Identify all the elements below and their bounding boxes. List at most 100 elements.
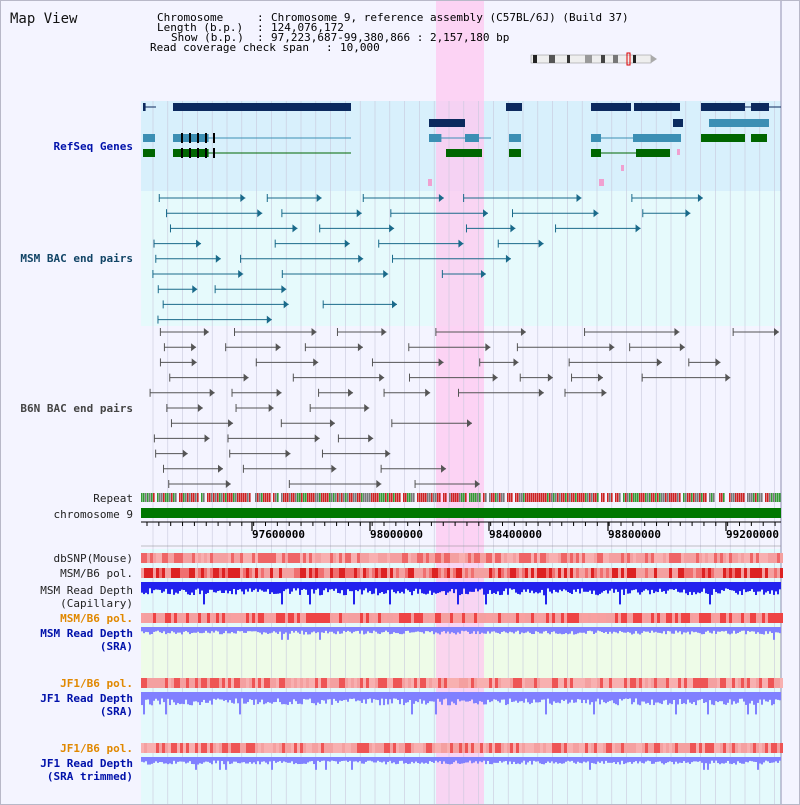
polymorphism-strip [612,678,615,688]
track-label-msm-bac[interactable]: MSM BAC end pairs [20,252,133,265]
polymorphism-strip [771,613,774,623]
read-depth-bar [675,757,677,762]
read-depth-bar [411,692,413,715]
repeat-mark [413,493,415,502]
repeat-mark [759,493,761,502]
polymorphism-strip [147,613,150,623]
polymorphism-strip [660,568,663,578]
read-depth-bar [725,582,727,589]
read-depth-bar [231,692,233,703]
repeat-mark [571,493,573,502]
read-depth-bar [355,627,357,632]
read-depth-bar [731,757,733,765]
polymorphism-strip [270,613,273,623]
polymorphism-strip [537,553,540,563]
read-depth-bar [707,757,709,770]
read-depth-bar [359,582,361,590]
polymorphism-strip [777,613,780,623]
bac-pair-arrow [292,224,298,233]
read-depth-bar [303,692,305,699]
polymorphism-strip [336,568,339,578]
polymorphism-strip [309,613,312,623]
read-depth-bar [749,627,751,632]
repeat-mark [197,493,199,502]
polymorphism-strip [309,743,312,753]
gene-exon [701,103,717,111]
polymorphism-strip [558,743,561,753]
read-depth-bar [457,582,459,605]
repeat-mark [489,493,491,502]
polymorphism-strip [591,678,594,688]
polymorphism-strip [228,568,231,578]
read-depth-bar [179,692,181,705]
read-depth-bar [153,757,155,763]
polymorphism-strip [297,568,300,578]
polymorphism-strip [459,568,462,578]
bac-pair-arrow [314,434,320,443]
read-depth-bar [703,582,705,589]
polymorphism-strip [213,613,216,623]
read-depth-bar [401,692,403,699]
read-depth-bar [745,757,747,762]
read-depth-bar [489,582,491,591]
read-depth-bar [477,692,479,705]
track-label-refseq[interactable]: RefSeq Genes [53,140,133,153]
read-depth-bar [463,627,465,632]
polymorphism-strip [627,553,630,563]
repeat-mark [583,493,585,502]
polymorphism-strip [759,678,762,688]
polymorphism-strip [348,613,351,623]
read-depth-bar [209,627,211,634]
read-depth-bar [755,582,757,596]
length-label: Length (b.p.) [157,21,244,34]
polymorphism-strip [381,743,384,753]
read-depth-bar [183,582,185,591]
polymorphism-strip [303,553,306,563]
read-depth-bar [345,692,347,700]
polymorphism-strip [156,743,159,753]
polymorphism-strip [669,678,672,688]
polymorphism-strip [600,568,603,578]
read-depth-bar [483,757,485,761]
read-depth-bar [617,757,619,763]
read-depth-bar [281,582,283,605]
read-depth-bar [639,757,641,762]
read-depth-bar [191,582,193,593]
repeat-mark [397,493,399,502]
read-depth-bar [527,627,529,632]
polymorphism-strip [288,553,291,563]
read-depth-bar [199,757,201,764]
polymorphism-strip [510,568,513,578]
read-depth-bar [259,582,261,590]
polymorphism-strip [777,568,780,578]
track-label-b6n-bac[interactable]: B6N BAC end pairs [20,402,133,415]
polymorphism-strip [642,568,645,578]
read-depth-bar [585,757,587,763]
bac-pair-arrow [379,373,385,382]
read-depth-bar [585,582,587,592]
read-depth-bar [329,582,331,590]
read-depth-bar [435,582,437,594]
read-depth-bar [343,757,345,761]
read-depth-bar [225,757,227,770]
read-depth-bar [505,582,507,589]
read-depth-bar [179,627,181,633]
polymorphism-strip [555,613,558,623]
read-depth-bar [681,692,683,704]
read-depth-bar [555,582,557,592]
polymorphism-strip [291,568,294,578]
read-depth-bar [645,692,647,704]
polymorphism-strip [174,678,177,688]
read-depth-bar [289,582,291,594]
polymorphism-strip [435,568,438,578]
read-depth-bar [461,627,463,631]
polymorphism-strip [720,553,723,563]
repeat-mark [641,493,643,502]
polymorphism-strip [312,613,315,623]
read-depth-bar [299,692,301,704]
polymorphism-strip [678,743,681,753]
polymorphism-strip [507,553,510,563]
read-depth-bar [181,757,183,762]
polymorphism-strip [267,678,270,688]
